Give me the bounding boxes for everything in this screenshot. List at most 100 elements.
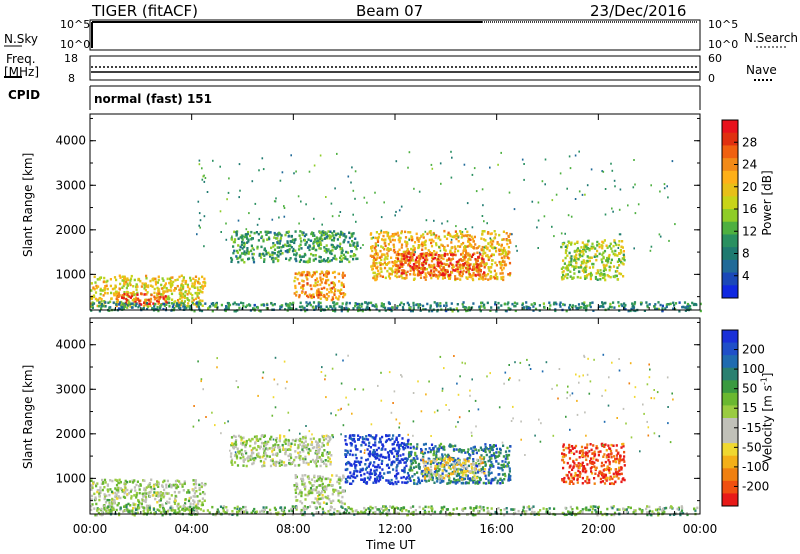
power-echo-cell bbox=[405, 245, 408, 248]
power-echo-cell bbox=[327, 307, 330, 311]
power-echo-cell bbox=[513, 301, 516, 305]
power-echo-cell bbox=[459, 263, 462, 267]
power-echo-cell bbox=[483, 266, 486, 269]
power-echo-cell bbox=[246, 237, 249, 240]
power-echo-cell bbox=[415, 260, 418, 264]
power-echo-cell bbox=[98, 276, 101, 280]
power-echo-cell bbox=[154, 283, 158, 286]
power-bg bbox=[90, 114, 700, 310]
power-echo-cell bbox=[422, 243, 425, 246]
power-echo-cell bbox=[499, 266, 502, 270]
power-echo-cell bbox=[481, 301, 484, 305]
power-echo-cell bbox=[308, 257, 311, 260]
velocity-echo-cell bbox=[375, 434, 378, 437]
power-echo-cell bbox=[661, 309, 664, 313]
power-echo-cell bbox=[570, 255, 573, 258]
velocity-echo-cell bbox=[184, 502, 187, 505]
power-echo-cell bbox=[201, 275, 204, 279]
power-echo-cell bbox=[271, 256, 274, 260]
power-echo-cell bbox=[454, 245, 457, 248]
power-echo-cell bbox=[576, 247, 580, 250]
power-echo-cell bbox=[503, 302, 506, 306]
power-echo-cell bbox=[470, 274, 473, 277]
power-echo-cell bbox=[400, 253, 404, 256]
power-echo-cell bbox=[145, 274, 148, 278]
power-echo-cell bbox=[233, 249, 236, 253]
power-scatter-cell bbox=[489, 166, 491, 169]
velocity-echo-cell bbox=[377, 479, 380, 483]
power-echo-cell bbox=[381, 246, 385, 249]
velocity-echo-cell bbox=[308, 447, 311, 451]
velocity-echo-cell bbox=[495, 447, 499, 451]
power-echo-cell bbox=[672, 301, 675, 305]
velocity-echo-cell bbox=[477, 482, 480, 485]
power-scatter-cell bbox=[319, 154, 322, 157]
power-echo-cell bbox=[463, 246, 466, 249]
power-echo-cell bbox=[435, 251, 438, 254]
power-echo-cell bbox=[159, 295, 162, 299]
velocity-echo-cell bbox=[448, 478, 451, 482]
power-echo-cell bbox=[373, 275, 376, 278]
power-scatter-cell bbox=[567, 214, 570, 217]
power-echo-cell bbox=[226, 307, 229, 311]
velocity-echo-cell bbox=[352, 472, 355, 475]
velocity-echo-cell bbox=[304, 488, 307, 491]
power-echo-cell bbox=[487, 266, 490, 269]
power-scatter-cell bbox=[537, 201, 540, 204]
velocity-echo-cell bbox=[306, 447, 309, 451]
power-echo-cell bbox=[309, 303, 312, 307]
power-echo-cell bbox=[305, 241, 308, 244]
velocity-echo-cell bbox=[457, 478, 460, 481]
power-echo-cell bbox=[427, 249, 430, 252]
velocity-echo-cell bbox=[179, 482, 182, 485]
velocity-echo-cell bbox=[365, 458, 368, 462]
power-echo-cell bbox=[378, 233, 381, 236]
velocity-echo-cell bbox=[323, 490, 326, 494]
power-echo-cell bbox=[383, 266, 387, 270]
velocity-echo-cell bbox=[310, 491, 313, 495]
power-echo-cell bbox=[415, 256, 419, 259]
power-echo-cell bbox=[464, 262, 467, 265]
power-echo-cell bbox=[521, 303, 524, 307]
power-echo-cell bbox=[354, 245, 357, 248]
velocity-echo-cell bbox=[145, 504, 149, 508]
velocity-echo-cell bbox=[374, 436, 377, 439]
power-echo-cell bbox=[428, 265, 431, 269]
velocity-echo-cell bbox=[325, 502, 328, 505]
power-echo-cell bbox=[199, 301, 202, 305]
velocity-echo-cell bbox=[385, 439, 388, 442]
power-echo-cell bbox=[400, 272, 403, 275]
power-echo-cell bbox=[264, 249, 267, 253]
power-echo-cell bbox=[500, 304, 503, 307]
velocity-echo-cell bbox=[235, 455, 239, 458]
velocity-echo-cell bbox=[287, 441, 290, 445]
power-echo-cell bbox=[249, 234, 252, 238]
velocity-echo-cell bbox=[159, 491, 162, 494]
power-echo-cell bbox=[402, 303, 405, 306]
velocity-echo-cell bbox=[407, 474, 410, 477]
velocity-echo-cell bbox=[466, 474, 469, 478]
power-echo-cell bbox=[330, 238, 334, 242]
power-echo-cell bbox=[286, 304, 289, 307]
power-echo-cell bbox=[414, 273, 417, 277]
power-echo-cell bbox=[412, 301, 415, 305]
power-echo-cell bbox=[601, 260, 604, 264]
power-echo-cell bbox=[582, 306, 586, 309]
power-echo-cell bbox=[584, 270, 587, 274]
velocity-echo-cell bbox=[401, 437, 404, 440]
power-echo-cell bbox=[489, 240, 492, 244]
power-echo-cell bbox=[586, 259, 589, 263]
velocity-echo-cell bbox=[284, 449, 287, 453]
power-echo-cell bbox=[186, 297, 189, 300]
velocity-echo-cell bbox=[321, 486, 324, 489]
velocity-echo-cell bbox=[153, 487, 156, 491]
power-echo-cell bbox=[319, 279, 322, 282]
power-echo-cell bbox=[352, 307, 355, 310]
velocity-echo-cell bbox=[472, 458, 475, 461]
power-echo-cell bbox=[167, 297, 171, 301]
power-echo-cell bbox=[390, 235, 393, 238]
power-echo-cell bbox=[301, 285, 304, 288]
velocity-echo-cell bbox=[234, 440, 237, 444]
velocity-echo-cell bbox=[138, 484, 141, 488]
power-echo-cell bbox=[390, 272, 393, 276]
